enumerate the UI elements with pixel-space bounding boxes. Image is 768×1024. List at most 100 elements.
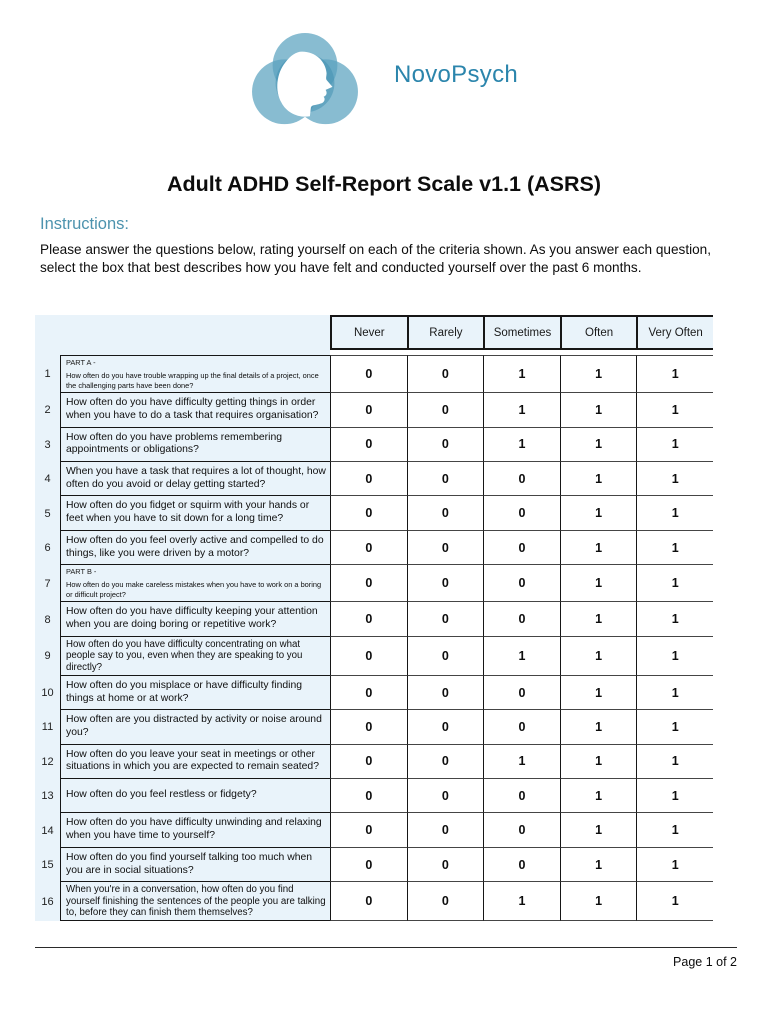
- answer-cell-often: 1: [559, 427, 637, 463]
- answer-cell-rarely: 0: [406, 355, 484, 394]
- answer-cell-never: 0: [330, 779, 407, 814]
- answer-cell-rarely: 0: [406, 636, 484, 676]
- question-cell: When you have a task that requires a lot…: [60, 462, 330, 497]
- question-cell: How often do you feel restless or fidget…: [60, 779, 330, 814]
- answer-cell-sometimes: 0: [483, 565, 560, 603]
- answer-cell-never: 0: [330, 636, 407, 676]
- row-number: 13: [41, 790, 54, 803]
- answer-cell-sometimes: 1: [483, 636, 560, 676]
- novopsych-head-icon: [251, 32, 358, 125]
- question-text: How often do you leave your seat in meet…: [66, 748, 319, 773]
- table-row: 13 How often do you feel restless or fidg…: [35, 779, 713, 814]
- table-row: 15 How often do you find yourself talking…: [35, 847, 713, 883]
- question-text: How often do you feel restless or fidget…: [66, 789, 257, 801]
- table-row: 1 PART A - How often do you have trouble w…: [35, 355, 713, 394]
- row-number: 3: [44, 438, 51, 451]
- column-header: Rarely: [406, 315, 484, 350]
- answer-cell-very-often: 1: [636, 710, 713, 745]
- answer-cell-never: 0: [330, 847, 407, 883]
- row-number: 7: [44, 577, 51, 590]
- table-body: 1 PART A - How often do you have trouble w…: [35, 355, 713, 922]
- instructions-text: Please answer the questions below, ratin…: [40, 242, 712, 275]
- answer-cell-very-often: 1: [636, 602, 713, 637]
- question-text: How often are you distracted by activity…: [66, 714, 322, 738]
- table-row: 14 How often do you have difficulty unwin…: [35, 813, 713, 848]
- answer-cell-rarely: 0: [406, 744, 484, 780]
- answer-cell-rarely: 0: [406, 393, 484, 428]
- answer-cell-rarely: 0: [406, 675, 484, 711]
- question-cell: How often do you have problems rememberi…: [60, 427, 330, 463]
- page-title: Adult ADHD Self-Report Scale v1.1 (ASRS): [166, 172, 602, 196]
- table-header-row: Never Rarely Sometimes Often Very Often: [35, 315, 713, 350]
- question-text: How often do you make careless mistakes …: [66, 580, 322, 599]
- question-text: How often do you feel overly active and …: [66, 534, 324, 559]
- answer-cell-rarely: 0: [406, 847, 484, 883]
- question-text: How often do you find yourself talking t…: [66, 851, 313, 876]
- answer-cell-very-often: 1: [636, 882, 713, 922]
- brand-name: NovoPsych: [393, 61, 519, 88]
- answer-cell-sometimes: 1: [483, 393, 560, 428]
- table-row: 10 How often do you misplace or have diff…: [35, 675, 713, 711]
- footer-divider: [35, 947, 737, 948]
- question-cell: PART A - How often do you have trouble wr…: [60, 355, 330, 394]
- table-row: 8 How often do you have difficulty keepin…: [35, 602, 713, 637]
- table-row: 16 When you're in a conversation, how oft…: [35, 882, 713, 922]
- question-cell: How often do you have difficulty concent…: [60, 636, 330, 676]
- answer-cell-sometimes: 0: [483, 779, 560, 814]
- row-number: 5: [44, 507, 51, 520]
- answer-cell-very-often: 1: [636, 393, 713, 428]
- table-row: 3 How often do you have problems remember…: [35, 427, 713, 463]
- row-number: 10: [41, 687, 54, 700]
- answer-cell-rarely: 0: [406, 882, 484, 922]
- row-number: 9: [44, 650, 51, 663]
- answer-cell-often: 1: [559, 882, 637, 922]
- row-number: 8: [44, 613, 51, 626]
- question-cell: How often do you have difficulty unwindi…: [60, 813, 330, 848]
- answer-cell-often: 1: [559, 710, 637, 745]
- question-text: When you have a task that requires a lot…: [66, 466, 326, 490]
- question-text: How often do you have difficulty unwindi…: [66, 817, 322, 842]
- question-cell: How often do you find yourself talking t…: [60, 847, 330, 883]
- table-row: 2 How often do you have difficulty gettin…: [35, 393, 713, 428]
- question-text: How often do you misplace or have diffic…: [66, 679, 303, 704]
- answer-cell-sometimes: 1: [483, 744, 560, 780]
- answer-cell-sometimes: 0: [483, 847, 560, 883]
- answer-cell-rarely: 0: [406, 530, 484, 566]
- answer-cell-rarely: 0: [406, 496, 484, 531]
- answer-cell-never: 0: [330, 355, 407, 394]
- answer-cell-never: 0: [330, 602, 407, 637]
- row-number: 16: [41, 895, 54, 908]
- answer-cell-never: 0: [330, 393, 407, 428]
- answer-cell-rarely: 0: [406, 565, 484, 603]
- answer-cell-very-often: 1: [636, 813, 713, 848]
- answer-cell-sometimes: 0: [483, 710, 560, 745]
- answer-cell-sometimes: 1: [483, 355, 560, 394]
- answer-cell-often: 1: [559, 675, 637, 711]
- answer-cell-very-often: 1: [636, 565, 713, 603]
- answer-cell-sometimes: 1: [483, 882, 560, 922]
- row-number: 4: [44, 473, 51, 486]
- row-number: 12: [41, 755, 54, 768]
- answer-cell-often: 1: [559, 602, 637, 637]
- question-cell: How often do you feel overly active and …: [60, 530, 330, 566]
- logo: NovoPsych: [0, 30, 768, 132]
- answer-cell-very-often: 1: [636, 427, 713, 463]
- question-cell: How often do you misplace or have diffic…: [60, 675, 330, 711]
- answer-cell-often: 1: [559, 636, 637, 676]
- answer-cell-very-often: 1: [636, 355, 713, 394]
- answer-cell-sometimes: 1: [483, 427, 560, 463]
- answer-cell-never: 0: [330, 427, 407, 463]
- question-cell: How often do you have difficulty getting…: [60, 393, 330, 428]
- answer-cell-very-often: 1: [636, 744, 713, 780]
- row-number: 6: [44, 542, 51, 554]
- answer-cell-very-often: 1: [636, 496, 713, 531]
- part-label: PART A -: [66, 358, 96, 367]
- asrs-question-table: Never Rarely Sometimes Often Very Often 1 PAR…: [35, 315, 713, 922]
- answer-cell-often: 1: [559, 496, 637, 531]
- instructions-heading: Instructions:: [40, 215, 129, 233]
- answer-cell-sometimes: 0: [483, 496, 560, 531]
- row-number: 14: [41, 824, 54, 837]
- table-header-spacer: [35, 315, 330, 350]
- question-cell: How often are you distracted by activity…: [60, 710, 330, 745]
